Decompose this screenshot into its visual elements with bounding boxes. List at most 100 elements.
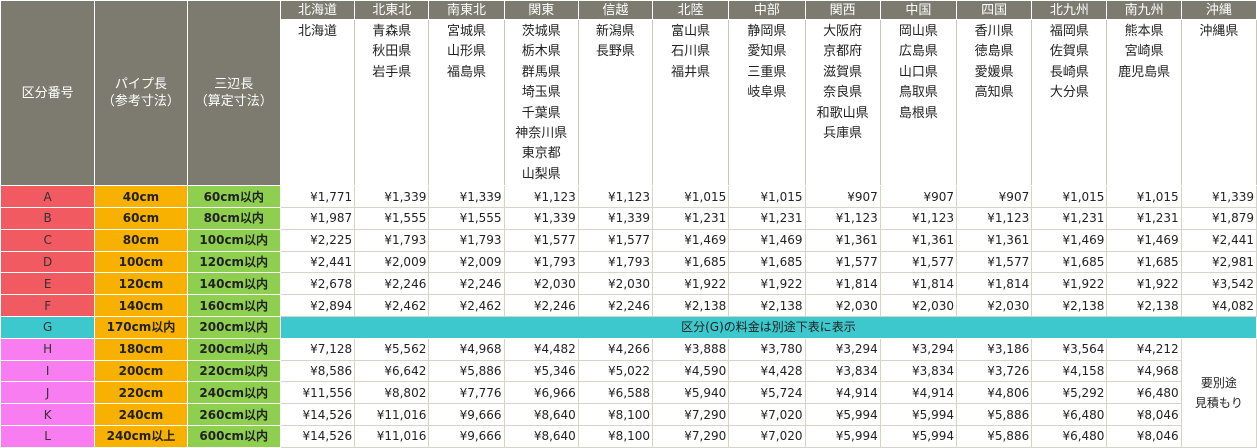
prefecture-name: 神奈川県 [515,126,568,142]
price-cell: ¥1,361 [804,228,881,252]
price-cell: ¥4,082 [1180,294,1257,318]
region-header: 四国 [955,0,1033,20]
prefecture-name: 富山県 [671,24,711,39]
prefecture-name: 滋賀県 [823,64,863,80]
price-cell: ¥1,231 [652,207,730,230]
price-cell: ¥1,922 [1106,272,1182,296]
region-header: 南東北 [428,0,505,20]
prefecture-name: 宮崎県 [1124,44,1164,60]
prefecture-name: 秋田県 [372,44,412,60]
price-cell: ¥1,123 [503,185,579,209]
price-cell: ¥2,981 [1180,250,1257,274]
price-cell: ¥2,441 [279,250,356,274]
region-header: 沖縄 [1180,0,1257,20]
price-cell: ¥2,225 [279,228,356,252]
prefecture-cell: 熊本県 宮崎県 鹿児島県 [1106,18,1182,187]
prefecture-list: 岡山県 広島県 山口県 鳥取県 島根県 [881,22,955,124]
prefecture-list: 富山県 石川県 福井県 [654,22,728,83]
prefecture-name: 群馬県 [521,64,561,80]
prefecture-row: 北海道 青森県 秋田県 岩手県 宮城県 山形県 福島県 茨城県 栃木県 群馬県 埼玉県 千葉県 神奈川県… [1,18,1257,187]
size-code: H [0,337,96,361]
prefecture-name: 島根県 [898,105,938,121]
price-cell: ¥4,212 [1106,337,1182,361]
prefecture-name: 栃木県 [521,44,561,60]
region-header: 関西 [804,0,881,20]
prefecture-name: 埼玉県 [521,85,561,101]
size-code: L [0,425,96,448]
three-side-sum: 240cm以内 [186,381,281,405]
region-header-row: 区分番号 パイプ長 （参考寸法） 三辺長 （算定寸法） 北海道 北東北 南東北 関東… [0,0,1257,187]
price-cell: ¥7,020 [728,403,806,427]
price-cell: ¥4,266 [577,337,654,361]
three-side-sum: 260cm以内 [186,403,281,427]
three-side-sum: 160cm以内 [186,294,281,318]
price-cell: ¥1,793 [503,250,579,274]
prefecture-list: 熊本県 宮崎県 鹿児島県 [1108,22,1180,83]
size-code: C [0,228,96,252]
prefecture-name: 北海道 [297,24,337,39]
rate-row: B 60cm 80cm以内 ¥1,987 ¥1,555 ¥1,555 ¥1,339 ¥1,33… [0,207,1257,230]
price-cell: ¥907 [804,185,881,209]
size-code: B [0,207,96,230]
price-cell: ¥5,022 [577,359,654,383]
prefecture-name: 茨城県 [521,24,561,39]
prefecture-name: 新潟県 [595,24,635,39]
price-cell: ¥1,015 [1031,185,1108,209]
price-cell: ¥1,814 [879,272,957,296]
prefecture-cell: 富山県 石川県 福井県 [652,18,730,187]
three-side-column-header: 三辺長 （算定寸法） [186,0,281,187]
price-cell: ¥1,469 [652,228,730,252]
prefecture-list: 福岡県 佐賀県 長崎県 大分県 [1033,22,1106,104]
region-header: 関東 [503,0,579,20]
region-header: 南九州 [1106,0,1182,20]
price-cell: ¥3,834 [879,359,957,383]
prefecture-name: 石川県 [671,44,711,60]
price-cell: ¥3,780 [728,337,806,361]
price-cell: ¥1,793 [354,228,430,252]
price-cell: ¥2,441 [1180,228,1257,252]
price-cell: ¥1,793 [577,250,654,274]
region-header: 北東北 [354,0,430,20]
rate-row: D 100cm 120cm以内 ¥2,441 ¥2,009 ¥2,009 ¥1,793 ¥1,… [0,250,1257,274]
price-cell: ¥1,987 [279,207,356,230]
price-cell: ¥5,994 [804,403,881,427]
price-cell: ¥1,231 [1106,207,1182,230]
rate-row: H 180cm 200cm以内 ¥7,128 ¥5,562 ¥4,968 ¥4,482 ¥4,… [0,337,1257,448]
price-cell: ¥9,666 [428,403,505,427]
price-cell: ¥5,994 [879,425,957,448]
prefecture-list: 静岡県 愛知県 三重県 岐阜県 [730,22,804,104]
price-cell: ¥1,339 [428,185,505,209]
price-cell: ¥2,030 [577,272,654,296]
price-cell: ¥8,640 [503,425,579,448]
price-cell: ¥1,555 [428,207,505,230]
price-cell: ¥1,685 [652,250,730,274]
price-cell: ¥1,685 [728,250,806,274]
price-cell: ¥1,361 [955,228,1033,252]
price-cell: ¥5,724 [728,381,806,405]
prefecture-name: 長崎県 [1049,64,1089,80]
price-cell: ¥2,138 [652,294,730,318]
price-cell: ¥1,339 [577,207,654,230]
price-cell: ¥1,555 [354,207,430,230]
price-cell: ¥2,138 [1031,294,1108,318]
price-cell: ¥11,016 [354,425,430,448]
rate-row: I 200cm 220cm以内 ¥8,586 ¥6,642 ¥5,886 ¥5,346 ¥5,… [0,359,1257,383]
okinawa-quote-note: 要別途 見積もり [1180,337,1257,448]
price-cell: ¥1,922 [728,272,806,296]
prefecture-list: 沖縄県 [1182,22,1255,42]
price-cell: ¥7,290 [652,403,730,427]
price-cell: ¥4,482 [503,337,579,361]
pipe-length: 180cm [94,337,188,361]
price-cell: ¥4,590 [652,359,730,383]
price-cell: ¥5,940 [652,381,730,405]
price-cell: ¥8,100 [577,403,654,427]
price-cell: ¥8,100 [577,425,654,448]
pipe-length-column-header: パイプ長 （参考寸法） [94,0,188,187]
price-cell: ¥3,564 [1031,337,1108,361]
prefecture-name: 山形県 [446,44,486,60]
price-cell: ¥1,922 [652,272,730,296]
three-side-sum: 120cm以内 [186,250,281,274]
prefecture-cell: 青森県 秋田県 岩手県 [354,18,430,187]
pipe-length: 80cm [94,228,188,252]
